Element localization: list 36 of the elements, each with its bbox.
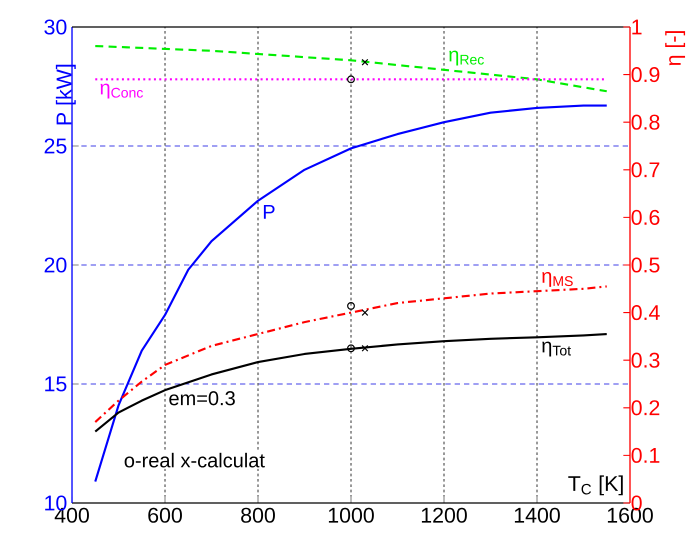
y2-axis-title: η [-] [665,31,686,66]
series-label: P [264,204,275,219]
annotation: o-real x-calculat [124,452,265,468]
y2-tick-label: 0.8 [632,114,660,130]
y2-tick-label: 0.7 [632,162,660,178]
y2-tick-label: 0.6 [632,210,660,225]
series-label: η$_{Rec}$ [449,50,484,66]
point [347,302,355,310]
y2-tick-label: 0.3 [632,352,660,368]
y2-tick-label: 0.4 [632,305,660,320]
series-label: η$_{MS}$ [542,272,573,287]
x-tick-label: 600 [148,508,182,523]
x-tick-label: 800 [241,508,275,523]
x-tick-label: 1400 [514,508,560,523]
x-tick-label: 1200 [422,508,467,523]
point [362,58,368,66]
series-label: η$_{Conc}$ [100,84,143,99]
point [362,309,368,316]
series-label: η$_{Tot}$ [542,342,571,357]
y-tick-label: 30 [44,19,66,35]
y2-tick-label: 0.9 [632,67,660,82]
point [347,75,355,84]
y2-tick-label: 0.5 [632,257,660,273]
point [347,344,355,352]
x-axis-title: T$_{C}$ [K] [568,475,623,496]
y-tick-label: 25 [44,138,66,154]
point [362,344,368,352]
y2-tick-label: 0.2 [632,400,660,416]
y2-tick-label: 1 [632,20,642,34]
y2-tick-label: 0.1 [632,448,660,463]
y-axis-title: P [kW] [56,64,76,124]
annotation: em=0.3 [169,391,235,406]
x-tick-label: 1000 [328,508,374,523]
line-series [94,332,608,433]
y-tick-label: 15 [45,376,66,392]
y-tick-label: 20 [44,257,66,273]
